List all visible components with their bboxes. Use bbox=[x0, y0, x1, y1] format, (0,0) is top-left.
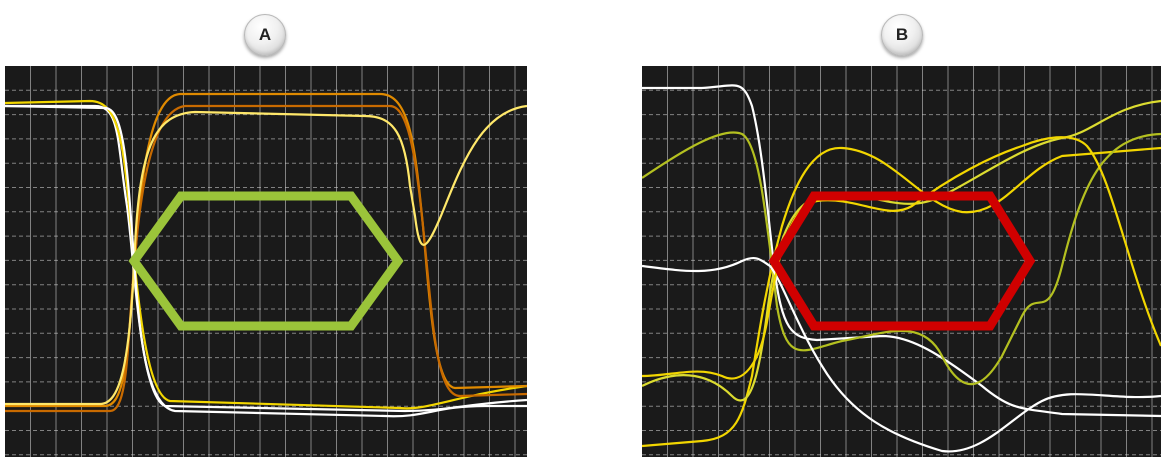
grid-b bbox=[642, 66, 1161, 457]
eye-diagram-b bbox=[642, 66, 1161, 457]
trace-b-5 bbox=[642, 257, 1161, 453]
trace-a-6 bbox=[5, 104, 527, 418]
eye-diagram-a bbox=[5, 66, 527, 457]
traces-a bbox=[5, 92, 527, 418]
panel-b-label: B bbox=[895, 25, 909, 44]
trace-a-2 bbox=[5, 99, 527, 410]
panel-a-label: A bbox=[258, 25, 272, 44]
trace-b-3 bbox=[642, 131, 1161, 386]
panel-b-badge: B bbox=[881, 14, 923, 56]
eye-mask-a bbox=[128, 191, 404, 331]
trace-b-2 bbox=[642, 146, 1161, 448]
trace-a-4 bbox=[5, 104, 527, 413]
grid-a bbox=[5, 66, 527, 457]
trace-b-4 bbox=[642, 99, 1161, 402]
eye-mask-b bbox=[768, 191, 1036, 331]
trace-b-6 bbox=[642, 136, 1161, 380]
eye-diagram-a-canvas bbox=[5, 66, 527, 457]
traces-b bbox=[642, 84, 1161, 453]
eye-diagram-b-canvas bbox=[642, 66, 1161, 457]
trace-a-1 bbox=[5, 104, 527, 413]
trace-b-1 bbox=[642, 84, 1161, 418]
trace-a-5 bbox=[5, 104, 527, 406]
panel-a-badge: A bbox=[244, 14, 286, 56]
trace-a-3 bbox=[5, 92, 527, 408]
